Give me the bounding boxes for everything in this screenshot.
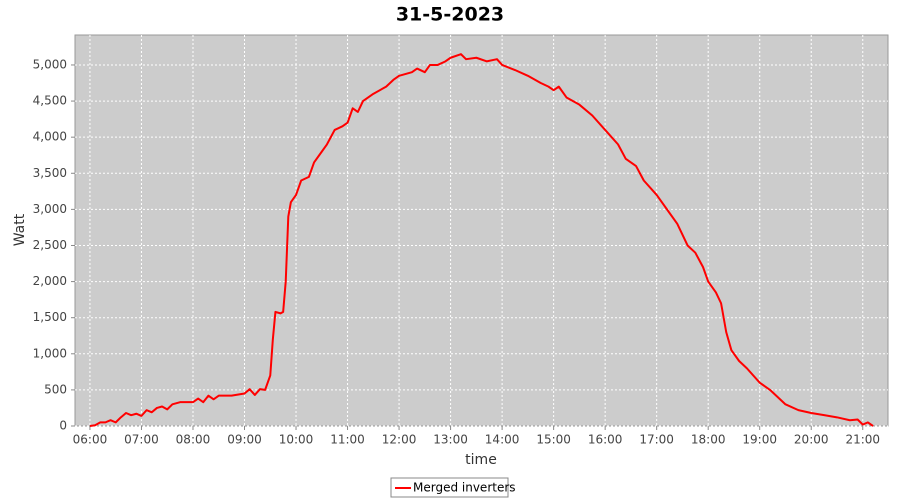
x-axis-label: time bbox=[465, 452, 497, 468]
x-tick-label: 21:00 bbox=[845, 433, 880, 447]
y-tick-label: 4,500 bbox=[33, 94, 67, 108]
y-tick-label: 0 bbox=[59, 419, 67, 433]
x-tick-label: 08:00 bbox=[176, 433, 211, 447]
data-line bbox=[89, 53, 874, 427]
x-tick-label: 12:00 bbox=[382, 433, 417, 447]
y-tick-label: 2,500 bbox=[33, 238, 67, 252]
x-tick-label: 19:00 bbox=[742, 433, 777, 447]
y-tick-label: 1,500 bbox=[33, 310, 67, 324]
x-tick-label: 10:00 bbox=[279, 433, 314, 447]
x-tick-label: 16:00 bbox=[588, 433, 623, 447]
x-tick-label: 17:00 bbox=[639, 433, 674, 447]
x-tick-label: 06:00 bbox=[73, 433, 108, 447]
plot-area bbox=[74, 34, 889, 427]
y-tick-label: 5,000 bbox=[33, 57, 67, 71]
x-tick-label: 13:00 bbox=[433, 433, 468, 447]
x-tick-label: 18:00 bbox=[691, 433, 726, 447]
y-axis-label: Watt bbox=[12, 213, 28, 246]
chart-title: 31-5-2023 bbox=[396, 4, 504, 26]
x-tick-label: 07:00 bbox=[124, 433, 159, 447]
x-tick-label: 09:00 bbox=[227, 433, 262, 447]
x-tick-label: 20:00 bbox=[794, 433, 829, 447]
y-tick-label: 500 bbox=[44, 382, 67, 396]
y-tick-label: 2,000 bbox=[33, 274, 67, 288]
legend-label: Merged inverters bbox=[413, 481, 516, 495]
legend bbox=[390, 477, 509, 498]
x-tick-label: 11:00 bbox=[330, 433, 365, 447]
y-tick-label: 3,000 bbox=[33, 202, 67, 216]
y-tick-label: 4,000 bbox=[33, 130, 67, 144]
x-tick-label: 14:00 bbox=[485, 433, 520, 447]
y-tick-label: 1,000 bbox=[33, 346, 67, 360]
x-tick-label: 15:00 bbox=[536, 433, 571, 447]
y-tick-label: 3,500 bbox=[33, 166, 67, 180]
